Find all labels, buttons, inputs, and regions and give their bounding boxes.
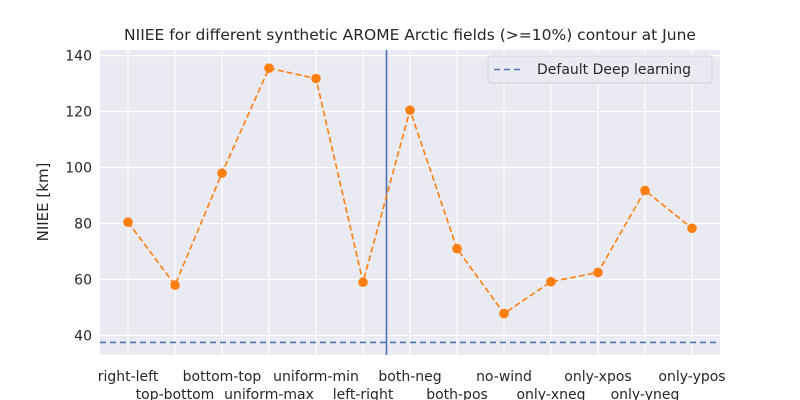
data-point [217, 168, 227, 178]
x-tick-label: both-neg [378, 369, 441, 385]
y-tick-label: 120 [65, 105, 92, 121]
x-tick-label: only-yneg [611, 387, 680, 400]
reference-lines [100, 50, 720, 355]
x-tick-label: left-right [333, 387, 394, 400]
data-point [687, 223, 697, 234]
x-tick-label: uniform-min [273, 369, 359, 385]
x-tick-label: top-bottom [136, 387, 215, 400]
data-point [452, 243, 462, 254]
x-tick-label: only-ypos [658, 369, 725, 385]
legend-box [487, 55, 713, 84]
grid [100, 50, 720, 355]
data-point [170, 280, 180, 290]
x-tick-label: only-xpos [564, 369, 631, 385]
chart-title: NIIEE for different synthetic AROME Arct… [124, 26, 696, 44]
x-tick-label: both-pos [426, 387, 488, 400]
data-point [546, 276, 556, 287]
y-tick-label: 60 [74, 272, 92, 288]
data-point [405, 105, 415, 115]
series [123, 63, 697, 319]
y-tick-label: 140 [65, 49, 92, 65]
legend: Default Deep learning [487, 55, 713, 84]
x-tick-label: only-xneg [516, 387, 585, 400]
x-tick-label: uniform-max [224, 387, 314, 400]
x-tick-label: no-wind [476, 369, 532, 385]
data-point [499, 308, 509, 319]
data-point [640, 185, 650, 196]
x-tick-label: bottom-top [183, 369, 262, 385]
y-tick-label: 40 [74, 328, 92, 344]
data-point [358, 277, 368, 288]
y-tick-label: 100 [65, 161, 92, 177]
y-axis-ticks: 40 60 80 100 120 140 [65, 49, 92, 345]
x-axis-ticks: right-left top-bottom bottom-top uniform-ma… [98, 369, 726, 400]
y-axis-title: NIIEE [km] [34, 163, 52, 242]
y-tick-label: 80 [74, 216, 92, 232]
data-point [123, 217, 133, 227]
x-tick-label: right-left [98, 369, 159, 385]
data-point [311, 73, 321, 84]
data-point [264, 63, 274, 73]
data-point [593, 267, 603, 278]
legend-label: Default Deep learning [537, 62, 691, 78]
